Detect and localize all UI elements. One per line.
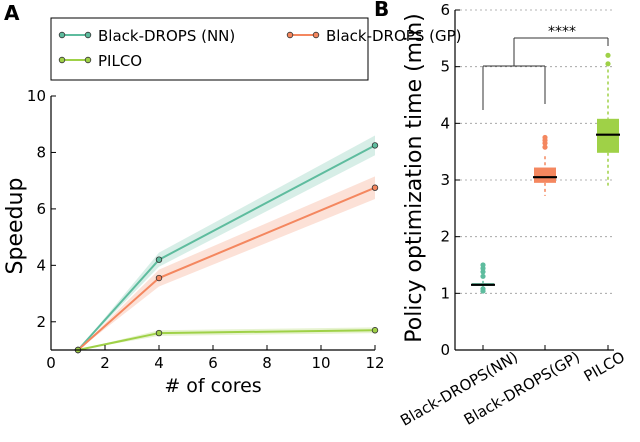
data-point-gp [155, 274, 163, 282]
y-tick-label-b: 4 [440, 114, 450, 132]
x-tick-label: 4 [154, 354, 164, 372]
legend-marker-gp [312, 31, 320, 39]
y-tick-label: 2 [36, 313, 46, 331]
confidence-band-nn [78, 135, 375, 350]
data-point-pilco [155, 329, 163, 337]
outlier-point-gp [542, 144, 548, 150]
legend-marker-nn [84, 31, 92, 39]
y-tick-label: 4 [36, 256, 46, 274]
confidence-band-gp [78, 176, 375, 350]
x-tick-label: 6 [208, 354, 218, 372]
x-tick-label: 10 [311, 354, 330, 372]
legend-frame [50, 17, 369, 81]
x-tick-label: 2 [100, 354, 110, 372]
x-tick-label: 8 [262, 354, 272, 372]
outlier-point-nn [480, 286, 486, 292]
outlier-point-nn [480, 273, 486, 279]
y-tick-label-b: 1 [440, 284, 450, 302]
y-tick-label-b: 5 [440, 58, 450, 76]
panel-label-b: B [374, 0, 389, 21]
y-axis-label-speedup: Speedup [3, 178, 28, 275]
x-axis-label: # of cores [164, 375, 261, 397]
box-pilco [597, 118, 619, 153]
y-tick-label-b: 2 [440, 228, 450, 246]
legend-label-gp: Black-DROPS (GP) [326, 27, 461, 45]
speedup-confidence-bands [78, 135, 375, 350]
x-tick-label: 0 [46, 354, 56, 372]
category-label: Black-DROPS(GP) [461, 348, 583, 429]
speedup-axes: 0 2 4 6 8 10 12 2 4 6 8 10 [27, 87, 385, 372]
data-point-nn [155, 256, 163, 263]
legend-label-pilco: PILCO [98, 52, 142, 70]
confidence-band-pilco [78, 327, 375, 350]
significance-label: **** [548, 24, 576, 40]
outlier-point-pilco [605, 52, 611, 58]
legend-marker-pilco [84, 56, 92, 64]
data-point-pilco [371, 327, 379, 334]
y-tick-label-b: 3 [440, 171, 450, 189]
legend-marker-pilco [58, 56, 66, 64]
category-label: PILCO [581, 348, 628, 386]
data-point-nn [371, 142, 379, 149]
legend-marker-gp [286, 31, 294, 39]
y-tick-label: 8 [36, 143, 46, 161]
legend: Black-DROPS (NN) Black-DROPS (GP) PILCO [50, 17, 461, 81]
legend-marker-nn [58, 31, 66, 39]
boxplots [471, 52, 620, 294]
significance-bracket: **** [482, 24, 609, 110]
outlier-point-gp [542, 134, 548, 141]
outlier-point-pilco [605, 61, 611, 67]
box-gp [534, 167, 556, 183]
panel-label-a: A [4, 1, 20, 25]
y-tick-label-b: 0 [440, 341, 450, 359]
speedup-lines [74, 142, 379, 354]
boxplot-axes: 0123456Black-DROPS(NN)Black-DROPS(GP)PIL… [397, 1, 628, 430]
y-tick-label: 6 [36, 200, 46, 218]
y-axis-label-time: Policy optimization time (min) [402, 13, 427, 343]
data-point-gp [371, 184, 379, 191]
legend-label-nn: Black-DROPS (NN) [98, 27, 235, 45]
x-tick-label: 12 [365, 354, 384, 372]
y-tick-label-b: 6 [440, 1, 450, 19]
y-tick-label: 10 [27, 87, 46, 105]
outlier-point-nn [480, 262, 486, 268]
